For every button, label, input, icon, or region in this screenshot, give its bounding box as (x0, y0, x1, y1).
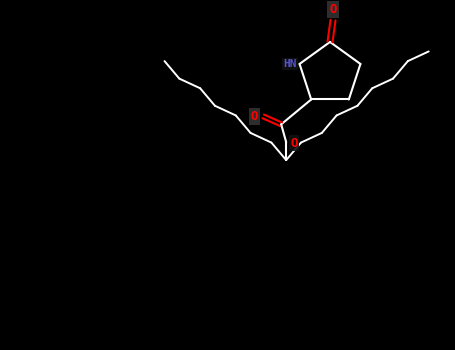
Text: O: O (329, 3, 337, 16)
Text: O: O (251, 110, 258, 123)
Text: O: O (290, 137, 298, 150)
Text: HN: HN (283, 59, 297, 69)
